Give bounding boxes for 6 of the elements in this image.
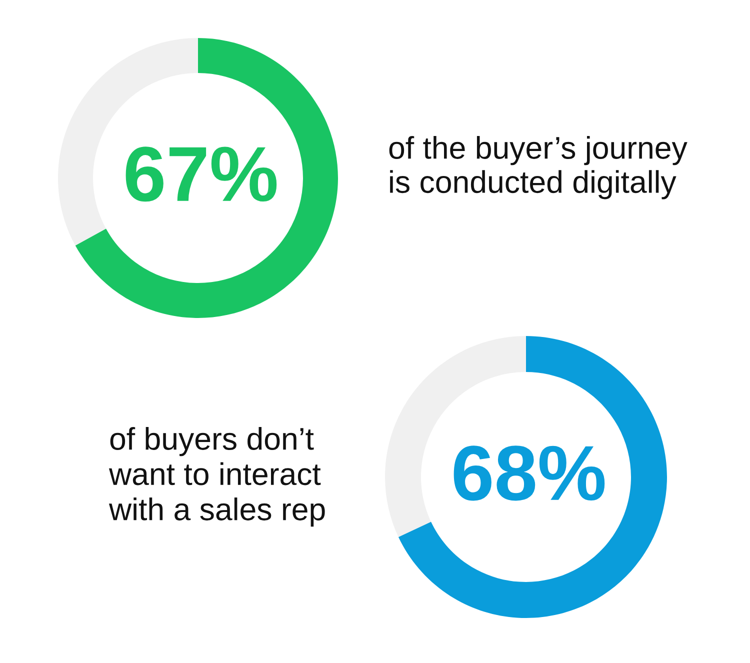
data-label: 67%	[126, 146, 277, 202]
text: of buyers don’t want to interact with a sales rep	[108, 427, 325, 527]
data-label: 68%	[454, 446, 605, 501]
donut-slice	[75, 38, 338, 318]
donut-slice	[398, 336, 667, 618]
text: of the buyer’s journey is conducted digitally	[389, 136, 688, 200]
